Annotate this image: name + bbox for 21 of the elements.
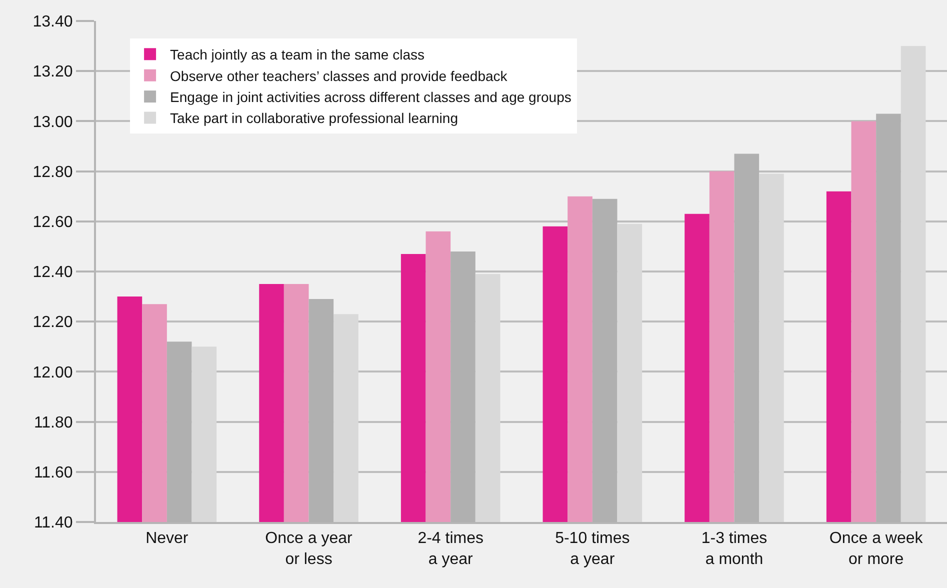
y-tick-label: 12.80 xyxy=(32,164,73,181)
x-tick-label: 1-3 times a month xyxy=(701,530,768,568)
y-tick-label: 12.40 xyxy=(32,264,73,282)
y-tick-label: 12.00 xyxy=(32,364,73,382)
y-tick-label: 11.40 xyxy=(34,514,73,532)
y-tick-label: 12.20 xyxy=(32,314,73,332)
y-tick-label: 12.60 xyxy=(32,214,73,231)
x-tick-label: Never xyxy=(146,530,189,548)
x-tick-label: Once a year or less xyxy=(265,530,353,568)
x-tick-label: 2-4 times a year xyxy=(418,530,484,568)
y-tick-label: 11.80 xyxy=(34,414,73,432)
y-tick-label: 13.00 xyxy=(32,114,73,131)
x-tick-label: Once a week or more xyxy=(829,530,924,568)
legend-label: Engage in joint activities across different classes and age groups xyxy=(170,88,572,105)
y-tick-label: 13.40 xyxy=(32,14,73,31)
legend-label: Observe other teachers’ classes and provide feedback xyxy=(170,68,508,84)
legend-label: Take part in collaborative professional learning xyxy=(170,110,458,126)
legend-label: Teach jointly as a team in the same class xyxy=(170,46,425,63)
y-tick-label: 13.20 xyxy=(32,64,73,81)
y-tick-label: 11.60 xyxy=(34,464,73,482)
x-tick-label: 5-10 times a year xyxy=(555,530,630,568)
